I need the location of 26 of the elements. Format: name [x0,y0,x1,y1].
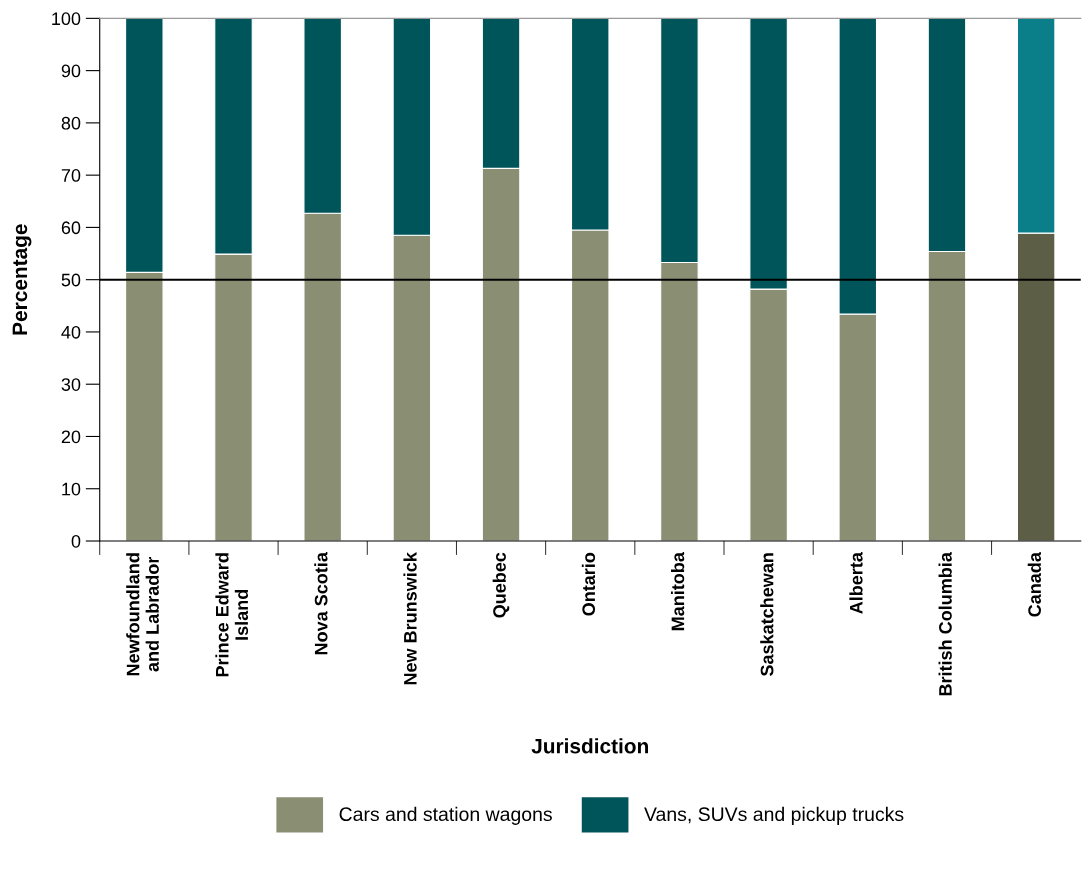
y-tick-label: 0 [71,534,81,548]
x-tick-label: Quebec [492,552,510,618]
x-tick-label: Manitoba [671,552,685,631]
x-tick-label: Canada [1027,552,1041,617]
x-tick-label: Prince Edward Island [215,553,249,677]
y-tick-label: 30 [61,378,81,391]
y-tick-label: 80 [61,116,81,130]
x-tick-label: New Brunswick [403,552,417,685]
x-tick-label: Ontario [581,552,596,616]
y-tick-label: 10 [62,482,81,496]
y-tick-label: 100 [52,12,81,26]
y-tick-label: 50 [61,273,81,287]
legend-label: Vans, SUVs and pickup trucks [644,806,904,825]
y-tick-label: 20 [61,430,81,444]
x-tick-label: Alberta [849,552,863,614]
x-tick-label: Saskatchewan [760,553,774,677]
x-axis-title: Jurisdiction [531,738,648,754]
y-axis-title: Percentage [12,224,32,335]
x-tick-label: British Columbia [938,552,952,696]
y-tick-label: 40 [61,325,81,339]
y-tick-label: 70 [61,169,81,182]
x-tick-label: Newfoundland and Labrador [126,553,159,676]
y-tick-label: 90 [61,64,81,78]
legend-label: Cars and station wagons [339,806,552,825]
x-tick-label: Nova Scotia [314,552,328,655]
y-tick-label: 60 [61,221,81,235]
